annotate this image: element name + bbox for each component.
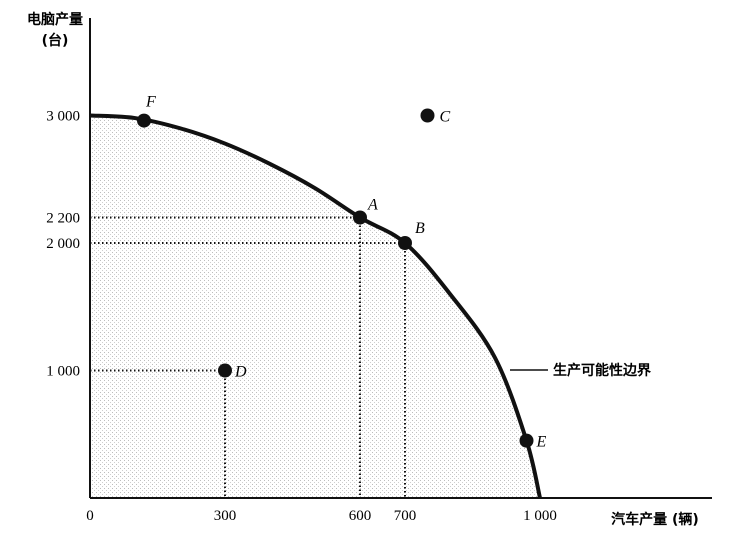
data-points: A B C D E F [137,94,547,451]
y-axis-unit: (台) [42,32,69,49]
x-axis-label: 汽车产量 (辆) [611,511,699,528]
x-tick-label: 700 [394,508,417,524]
x-tick-label: 1 000 [523,508,557,524]
guide-lines [90,216,406,498]
y-tick-label: 1 000 [46,364,80,380]
point-label-D: D [234,364,247,381]
point-F [137,113,151,128]
frontier-annotation: 生产可能性边界 [553,362,652,379]
y-axis-label: 电脑产量 [27,11,83,28]
point-label-E: E [536,434,547,451]
point-label-F: F [145,94,156,111]
point-label-A: A [367,197,378,214]
x-tick-labels: 0 300 600 700 1 000 [86,508,557,524]
point-E [519,433,534,448]
point-label-C: C [440,109,451,126]
ppf-curve [89,113,542,499]
point-label-B: B [415,220,425,237]
y-tick-label: 2 200 [46,211,80,227]
feasible-region [90,115,540,498]
x-tick-label: 0 [86,508,94,524]
y-tick-label: 2 000 [46,236,80,252]
y-tick-labels: 1 000 2 000 2 200 3 000 [46,109,80,380]
point-C [420,108,435,123]
point-B [398,236,412,250]
point-D [218,363,232,378]
x-tick-label: 300 [214,508,237,524]
y-tick-label: 3 000 [46,109,80,125]
x-tick-label: 600 [349,508,372,524]
point-A [353,210,367,225]
